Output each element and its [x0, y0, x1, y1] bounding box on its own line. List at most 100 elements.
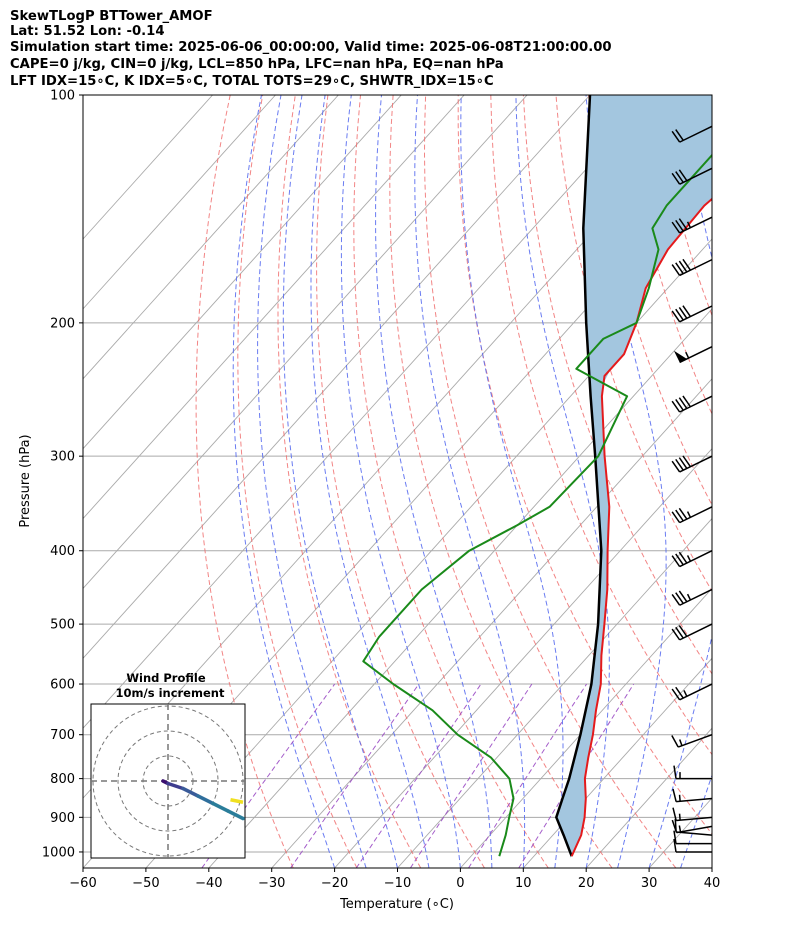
x-tick-label: −50 — [132, 876, 159, 891]
y-tick-label: 800 — [50, 772, 75, 787]
wind-barb — [671, 167, 713, 185]
mixing-ratio-line — [355, 683, 482, 868]
x-tick-label: −30 — [258, 876, 285, 891]
dry-adiabat-line — [195, 95, 294, 868]
hodograph-segment — [166, 781, 185, 791]
mixing-ratio-line — [468, 683, 588, 868]
dry-adiabat-line — [237, 95, 358, 868]
wind-barb — [671, 683, 713, 701]
wind-barb — [671, 455, 713, 473]
dry-adiabat-line — [457, 95, 712, 835]
dry-adiabat-line — [719, 95, 794, 868]
wind-barb — [673, 765, 712, 780]
y-tick-label: 600 — [50, 678, 75, 693]
wind-barb — [671, 506, 713, 524]
wind-barb — [671, 258, 713, 277]
isotherm-line — [585, 727, 712, 868]
y-tick-label: 500 — [50, 618, 75, 633]
wind-barb — [671, 550, 713, 568]
y-axis-label: Pressure (hPa) — [18, 434, 33, 527]
x-tick-label: −20 — [321, 876, 348, 891]
isotherm-line — [711, 867, 712, 868]
isotherm-line — [83, 95, 213, 240]
moist-adiabat-line — [282, 95, 398, 868]
moist-adiabat-line — [310, 95, 430, 868]
moist-adiabat-line — [257, 95, 367, 868]
hodograph-subtitle: 10m/s increment — [116, 686, 225, 700]
isotherm-line — [145, 238, 712, 868]
dry-adiabat-line — [685, 95, 712, 205]
isotherm-line — [83, 95, 276, 310]
x-tick-label: 20 — [578, 876, 595, 891]
isotherm-line — [208, 308, 712, 868]
x-tick-label: 40 — [704, 876, 721, 891]
indices-line-2: LFT IDX=15∘C, K IDX=5∘C, TOTAL TOTS=29∘C… — [10, 74, 494, 89]
wind-barb — [672, 788, 713, 803]
mixing-ratio-line — [518, 683, 635, 868]
parcel-profile-line — [555, 95, 603, 857]
moist-adiabat-line — [515, 95, 610, 868]
mixing-ratio-line — [409, 683, 533, 868]
dry-adiabat-line — [784, 95, 794, 868]
wind-barb — [673, 345, 713, 364]
wind-barb — [671, 216, 713, 234]
hodograph-segment — [230, 798, 244, 804]
wind-barb — [671, 125, 713, 143]
moist-adiabat-line — [460, 95, 564, 868]
wind-barb — [671, 734, 713, 748]
hodograph-segment — [181, 786, 200, 798]
isotherm-line — [83, 95, 528, 590]
y-tick-label: 700 — [50, 728, 75, 743]
hodograph-ring — [117, 730, 219, 832]
dry-adiabat-line — [751, 95, 794, 868]
x-tick-label: 0 — [456, 876, 464, 891]
wind-barb — [673, 838, 712, 853]
dry-adiabat-line — [277, 95, 422, 868]
hodograph-title: Wind Profile — [126, 671, 206, 685]
moist-adiabat-line — [680, 773, 712, 868]
moist-adiabat-line — [232, 95, 336, 868]
time-line: Simulation start time: 2025-06-06_00:00:… — [10, 40, 612, 55]
y-tick-label: 900 — [50, 811, 75, 826]
dry-adiabat-line — [316, 95, 485, 868]
isotherm-line — [83, 95, 654, 729]
dry-adiabat-line — [490, 95, 712, 756]
x-tick-label: −60 — [69, 876, 96, 891]
mixing-ratio-line — [290, 683, 420, 868]
isotherm-line — [775, 95, 794, 868]
x-tick-label: 10 — [515, 876, 532, 891]
hodograph-inset: Wind Profile 10m/s increment — [90, 671, 246, 859]
cin-shaded-area — [556, 95, 712, 868]
isotherm-line — [83, 95, 402, 450]
moist-adiabat-line — [648, 95, 712, 868]
wind-barb — [672, 807, 713, 822]
mixing-ratio-line — [201, 683, 336, 868]
wind-barb — [673, 830, 712, 845]
wind-barb — [671, 588, 713, 606]
dry-adiabat-line — [588, 95, 712, 506]
wind-barb — [671, 395, 713, 413]
x-tick-label: −40 — [195, 876, 222, 891]
chart-title: SkewTLogP BTTower_AMOF — [10, 9, 213, 24]
wind-barb — [671, 305, 713, 323]
isotherm-line — [83, 95, 591, 660]
moist-adiabat-line — [340, 95, 461, 868]
hodograph-segment — [211, 801, 230, 813]
indices-line-1: CAPE=0 j/kg, CIN=0 j/kg, LCL=850 hPa, LF… — [10, 57, 504, 72]
x-axis-label: Temperature (∘C) — [339, 897, 454, 912]
y-tick-label: 100 — [50, 89, 75, 104]
moist-adiabat-line — [711, 866, 712, 868]
isotherm-line — [83, 95, 339, 380]
isotherm-line — [83, 95, 465, 520]
dry-adiabat-line — [353, 95, 549, 868]
isotherm-line — [334, 447, 712, 868]
moist-adiabat-line — [585, 95, 667, 868]
wind-barb — [671, 819, 713, 834]
dry-adiabat-line — [423, 95, 677, 868]
moist-adiabat-line — [375, 95, 493, 868]
y-tick-label: 200 — [50, 316, 75, 331]
x-tick-label: −10 — [384, 876, 411, 891]
y-tick-label: 400 — [50, 544, 75, 559]
isotherm-line — [460, 587, 712, 868]
